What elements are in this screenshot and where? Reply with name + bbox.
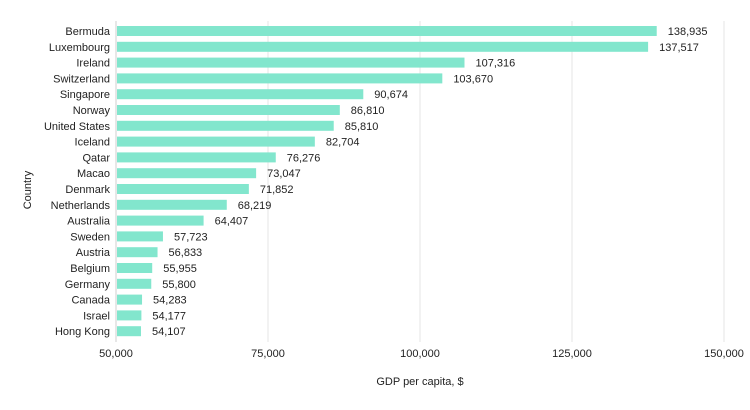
bar bbox=[117, 120, 334, 131]
value-label: 71,852 bbox=[260, 184, 294, 196]
category-label: Germany bbox=[65, 279, 111, 291]
value-label: 85,810 bbox=[345, 121, 379, 133]
category-label: Macao bbox=[77, 168, 110, 180]
category-label: Singapore bbox=[60, 89, 110, 101]
value-label: 73,047 bbox=[267, 168, 301, 180]
value-label: 90,674 bbox=[374, 89, 408, 101]
value-label: 54,283 bbox=[153, 295, 187, 307]
value-label: 56,833 bbox=[169, 247, 203, 259]
category-label: Iceland bbox=[75, 137, 110, 149]
bar bbox=[117, 105, 340, 115]
value-label: 64,407 bbox=[215, 216, 249, 228]
bar bbox=[117, 89, 364, 100]
category-label: Qatar bbox=[82, 152, 110, 164]
x-axis-ticks: 50,000 75,000 100,000 125,000 150,000 bbox=[99, 348, 744, 360]
value-label: 138,935 bbox=[668, 26, 708, 38]
bar bbox=[117, 263, 153, 273]
bar bbox=[117, 73, 443, 84]
category-label: Luxembourg bbox=[49, 42, 110, 54]
x-tick-label: 125,000 bbox=[552, 348, 592, 360]
x-tick-label: 50,000 bbox=[99, 348, 133, 360]
category-label: Bermuda bbox=[65, 26, 111, 38]
bar bbox=[117, 278, 152, 289]
x-axis-title: GDP per capita, $ bbox=[376, 376, 463, 388]
value-label: 57,723 bbox=[174, 231, 208, 243]
bar bbox=[117, 294, 143, 305]
value-label: 54,107 bbox=[152, 326, 186, 338]
bar bbox=[117, 152, 276, 163]
bar bbox=[117, 168, 257, 179]
x-tick-label: 75,000 bbox=[251, 348, 285, 360]
bars: Bermuda 138,935 Luxembourg 137,517 Ireland 10… bbox=[44, 26, 708, 338]
value-label: 76,276 bbox=[287, 152, 321, 164]
category-label: Denmark bbox=[65, 184, 110, 196]
value-label: 54,177 bbox=[152, 310, 186, 322]
value-label: 55,955 bbox=[163, 263, 197, 275]
y-axis-title: Country bbox=[22, 170, 34, 209]
value-label: 68,219 bbox=[238, 200, 272, 212]
value-label: 86,810 bbox=[351, 105, 385, 117]
bar bbox=[117, 136, 315, 147]
value-label: 107,316 bbox=[475, 58, 515, 70]
category-label: Netherlands bbox=[51, 200, 111, 212]
category-label: Switzerland bbox=[53, 73, 110, 85]
category-label: Australia bbox=[67, 216, 111, 228]
bar bbox=[117, 41, 649, 52]
category-label: Ireland bbox=[76, 58, 110, 70]
value-label: 137,517 bbox=[659, 42, 699, 54]
bar bbox=[117, 199, 227, 210]
category-label: Norway bbox=[73, 105, 111, 117]
category-label: United States bbox=[44, 121, 111, 133]
category-label: Belgium bbox=[70, 263, 110, 275]
value-label: 55,800 bbox=[162, 279, 196, 291]
bar bbox=[117, 310, 142, 321]
x-tick-label: 150,000 bbox=[704, 348, 744, 360]
bar bbox=[117, 57, 465, 68]
category-label: Hong Kong bbox=[55, 326, 110, 338]
bar bbox=[117, 326, 141, 337]
bar bbox=[117, 184, 249, 194]
category-label: Sweden bbox=[70, 231, 110, 243]
x-tick-label: 100,000 bbox=[400, 348, 440, 360]
category-label: Israel bbox=[83, 310, 110, 322]
category-label: Austria bbox=[76, 247, 111, 259]
bar bbox=[117, 231, 163, 242]
bar bbox=[117, 26, 657, 36]
bar bbox=[117, 247, 158, 258]
category-label: Canada bbox=[71, 295, 110, 307]
value-label: 103,670 bbox=[453, 73, 493, 85]
bar bbox=[117, 215, 204, 226]
value-label: 82,704 bbox=[326, 137, 360, 149]
gridlines bbox=[115, 21, 725, 342]
